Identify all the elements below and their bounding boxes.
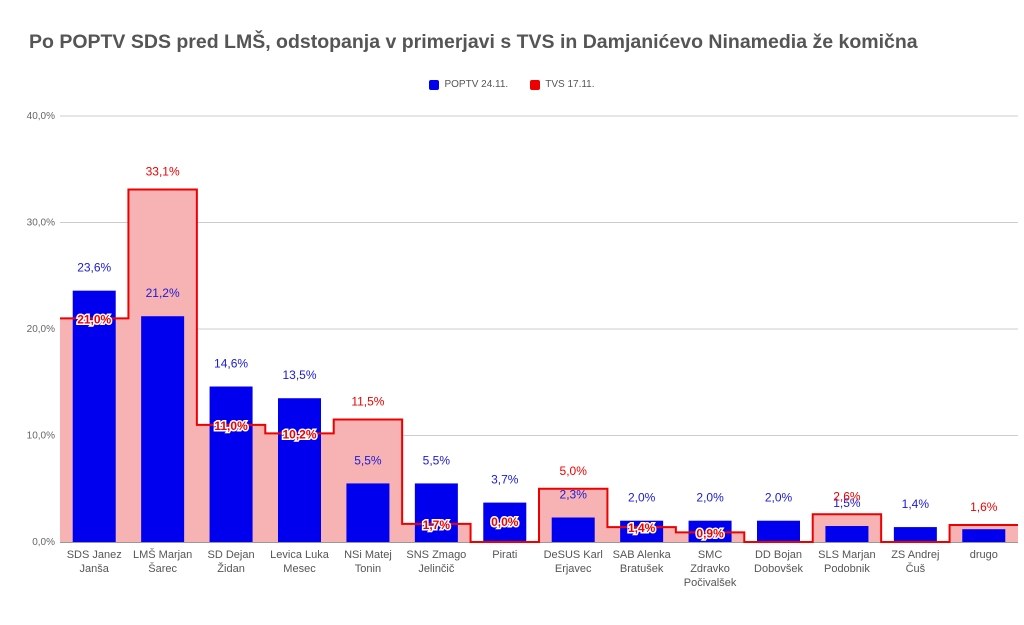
poptv-data-label: 2,0% [765,491,793,505]
legend-item-poptv: POPTV 24.11. [429,79,508,90]
poptv-bar [962,529,1006,542]
tvs-data-label: 0,9% [696,526,724,540]
x-category-label: Dobovšek [754,563,803,575]
legend-item-tvs: TVS 17.11. [530,79,595,90]
poptv-bar [278,398,321,542]
x-category-label: Janša [80,563,110,575]
x-category-label: SMC [698,549,723,561]
legend-swatch-tvs [530,79,541,90]
tvs-step-line [60,188,1018,543]
poptv-bar [757,520,800,542]
x-category-label: SAB Alenka [613,549,672,561]
poptv-data-label: 1,5% [833,496,861,510]
poptv-data-label: 13,5% [282,368,316,382]
poptv-bar [483,502,527,542]
x-category-label: Počivalšek [684,577,737,589]
poptv-bar [893,527,937,542]
x-category-label: SDS Janez [67,549,122,561]
chart-legend: POPTV 24.11. TVS 17.11. [0,79,1024,90]
tvs-data-label: 11,5% [351,395,384,409]
x-category-label: Židan [217,562,245,575]
x-category-label: SD Dejan [208,549,255,561]
poptv-data-label: 2,0% [628,491,656,505]
tvs-data-label: 11,0% [214,419,248,433]
poptv-bar [414,483,458,542]
x-category-label: Levica Luka [270,549,330,561]
tvs-data-label: 10,2% [282,427,316,441]
poptv-bar [209,386,253,542]
x-category-label: Jelinčič [418,563,455,575]
x-category-label: LMŠ Marjan [133,548,192,561]
poptv-data-label: 2,3% [560,488,588,502]
poptv-bar [825,526,869,542]
tvs-data-label: 1,4% [628,521,656,535]
poptv-bar [141,316,185,542]
tvs-data-label: 33,1% [146,164,180,178]
x-category-label: NSi Matej [344,549,392,561]
poptv-data-label: 14,6% [214,357,248,371]
x-category-label: SNS Zmago [406,549,466,561]
legend-label-tvs: TVS 17.11. [545,79,595,90]
x-category-label: Podobnik [824,563,870,575]
poptv-data-label: 23,6% [77,261,111,275]
tvs-data-label: 21,0% [77,312,111,326]
tvs-data-label: 1,6% [970,500,998,514]
y-tick-label: 0,0% [32,537,55,548]
poptv-data-label: 1,4% [902,497,930,511]
poptv-data-label: 5,5% [423,453,451,467]
y-tick-label: 20,0% [27,324,55,335]
poptv-data-label: 2,0% [696,491,724,505]
x-category-label: Šarec [148,562,177,575]
y-tick-label: 30,0% [27,218,55,229]
x-category-label: Tonin [355,563,381,575]
poptv-bar [346,483,390,542]
x-category-label: SLS Marjan [818,549,875,561]
tvs-data-label: 5,0% [560,464,588,478]
poptv-bar [551,517,595,542]
y-tick-label: 40,0% [27,111,55,122]
poptv-bar [688,520,732,542]
x-category-label: Bratušek [620,563,664,575]
tvs-data-label: 0,0% [491,515,519,529]
x-category-label: Mesec [283,563,316,575]
x-category-label: Čuš [906,562,926,575]
x-category-label: ZS Andrej [891,549,939,561]
y-tick-label: 10,0% [27,431,55,442]
tvs-data-label: 1,7% [423,518,451,532]
poptv-data-label: 3,7% [491,473,519,487]
poptv-data-label: 5,5% [354,453,382,467]
tvs-data-label: 2,6% [833,489,861,503]
x-category-label: Erjavec [555,563,592,575]
x-category-label: drugo [970,549,998,561]
poptv-bar [620,520,664,542]
legend-label-poptv: POPTV 24.11. [444,79,509,90]
legend-swatch-poptv [429,79,440,90]
x-category-label: DeSUS Karl [544,549,603,561]
poptv-bar [72,290,116,542]
x-category-label: DD Bojan [755,549,802,561]
x-category-label: Zdravko [690,563,730,575]
x-category-label: Pirati [492,549,517,561]
poptv-data-label: 21,2% [146,286,180,300]
chart-title: Po POPTV SDS pred LMŠ, odstopanja v prim… [29,31,918,53]
